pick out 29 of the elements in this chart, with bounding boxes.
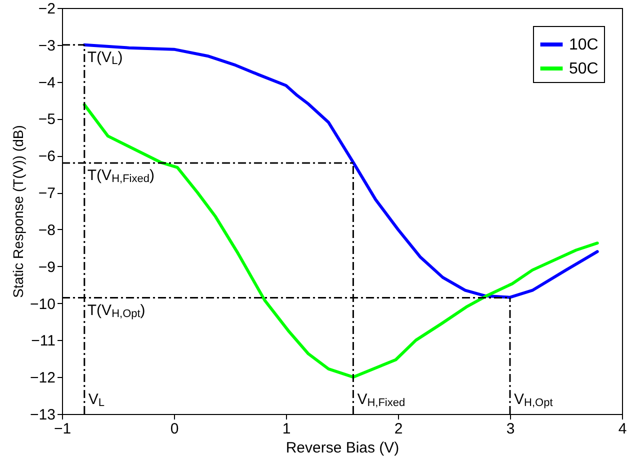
y-tick-label: −4 (38, 74, 56, 92)
x-tick-label: −1 (54, 420, 72, 438)
y-tick-label: −11 (31, 332, 56, 350)
y-tick-label: −10 (30, 296, 56, 313)
ref-line-label: V$_{L}$ (88, 391, 105, 409)
ref-line-label: T(V$_{H,Opt}$) (87, 302, 146, 320)
y-tick-label: −5 (38, 111, 56, 128)
x-tick-label: 2 (394, 420, 403, 438)
legend-label: 50C (569, 60, 598, 78)
x-tick-label: 0 (170, 420, 179, 438)
y-tick-label: −2 (38, 0, 56, 18)
legend-label: 10C (569, 36, 598, 54)
x-tick-label: 3 (506, 420, 515, 438)
y-tick-label: −3 (38, 37, 56, 54)
x-tick-label: 1 (282, 420, 291, 438)
x-axis-title: Reverse Bias (V) (286, 440, 400, 456)
line-series (82, 103, 599, 379)
y-tick-label: −8 (38, 222, 56, 239)
ref-line-label: V$_{H,Fixed}$ (357, 391, 406, 409)
y-tick-label: −13 (30, 406, 56, 424)
x-tick-label: 4 (618, 420, 627, 438)
ref-line-label: T(V$_{H,Fixed}$) (87, 167, 154, 186)
ref-line-label: T(V$_{L}$) (87, 48, 123, 67)
ref-line-label: V$_{H,Opt}$ (514, 391, 553, 409)
y-tick-label: −7 (38, 185, 56, 202)
y-tick-label: −12 (30, 370, 56, 387)
y-tick-label: −6 (38, 148, 56, 166)
y-axis-title: Static Response (T(V)) (dB) (10, 125, 26, 298)
y-tick-label: −9 (38, 258, 56, 276)
